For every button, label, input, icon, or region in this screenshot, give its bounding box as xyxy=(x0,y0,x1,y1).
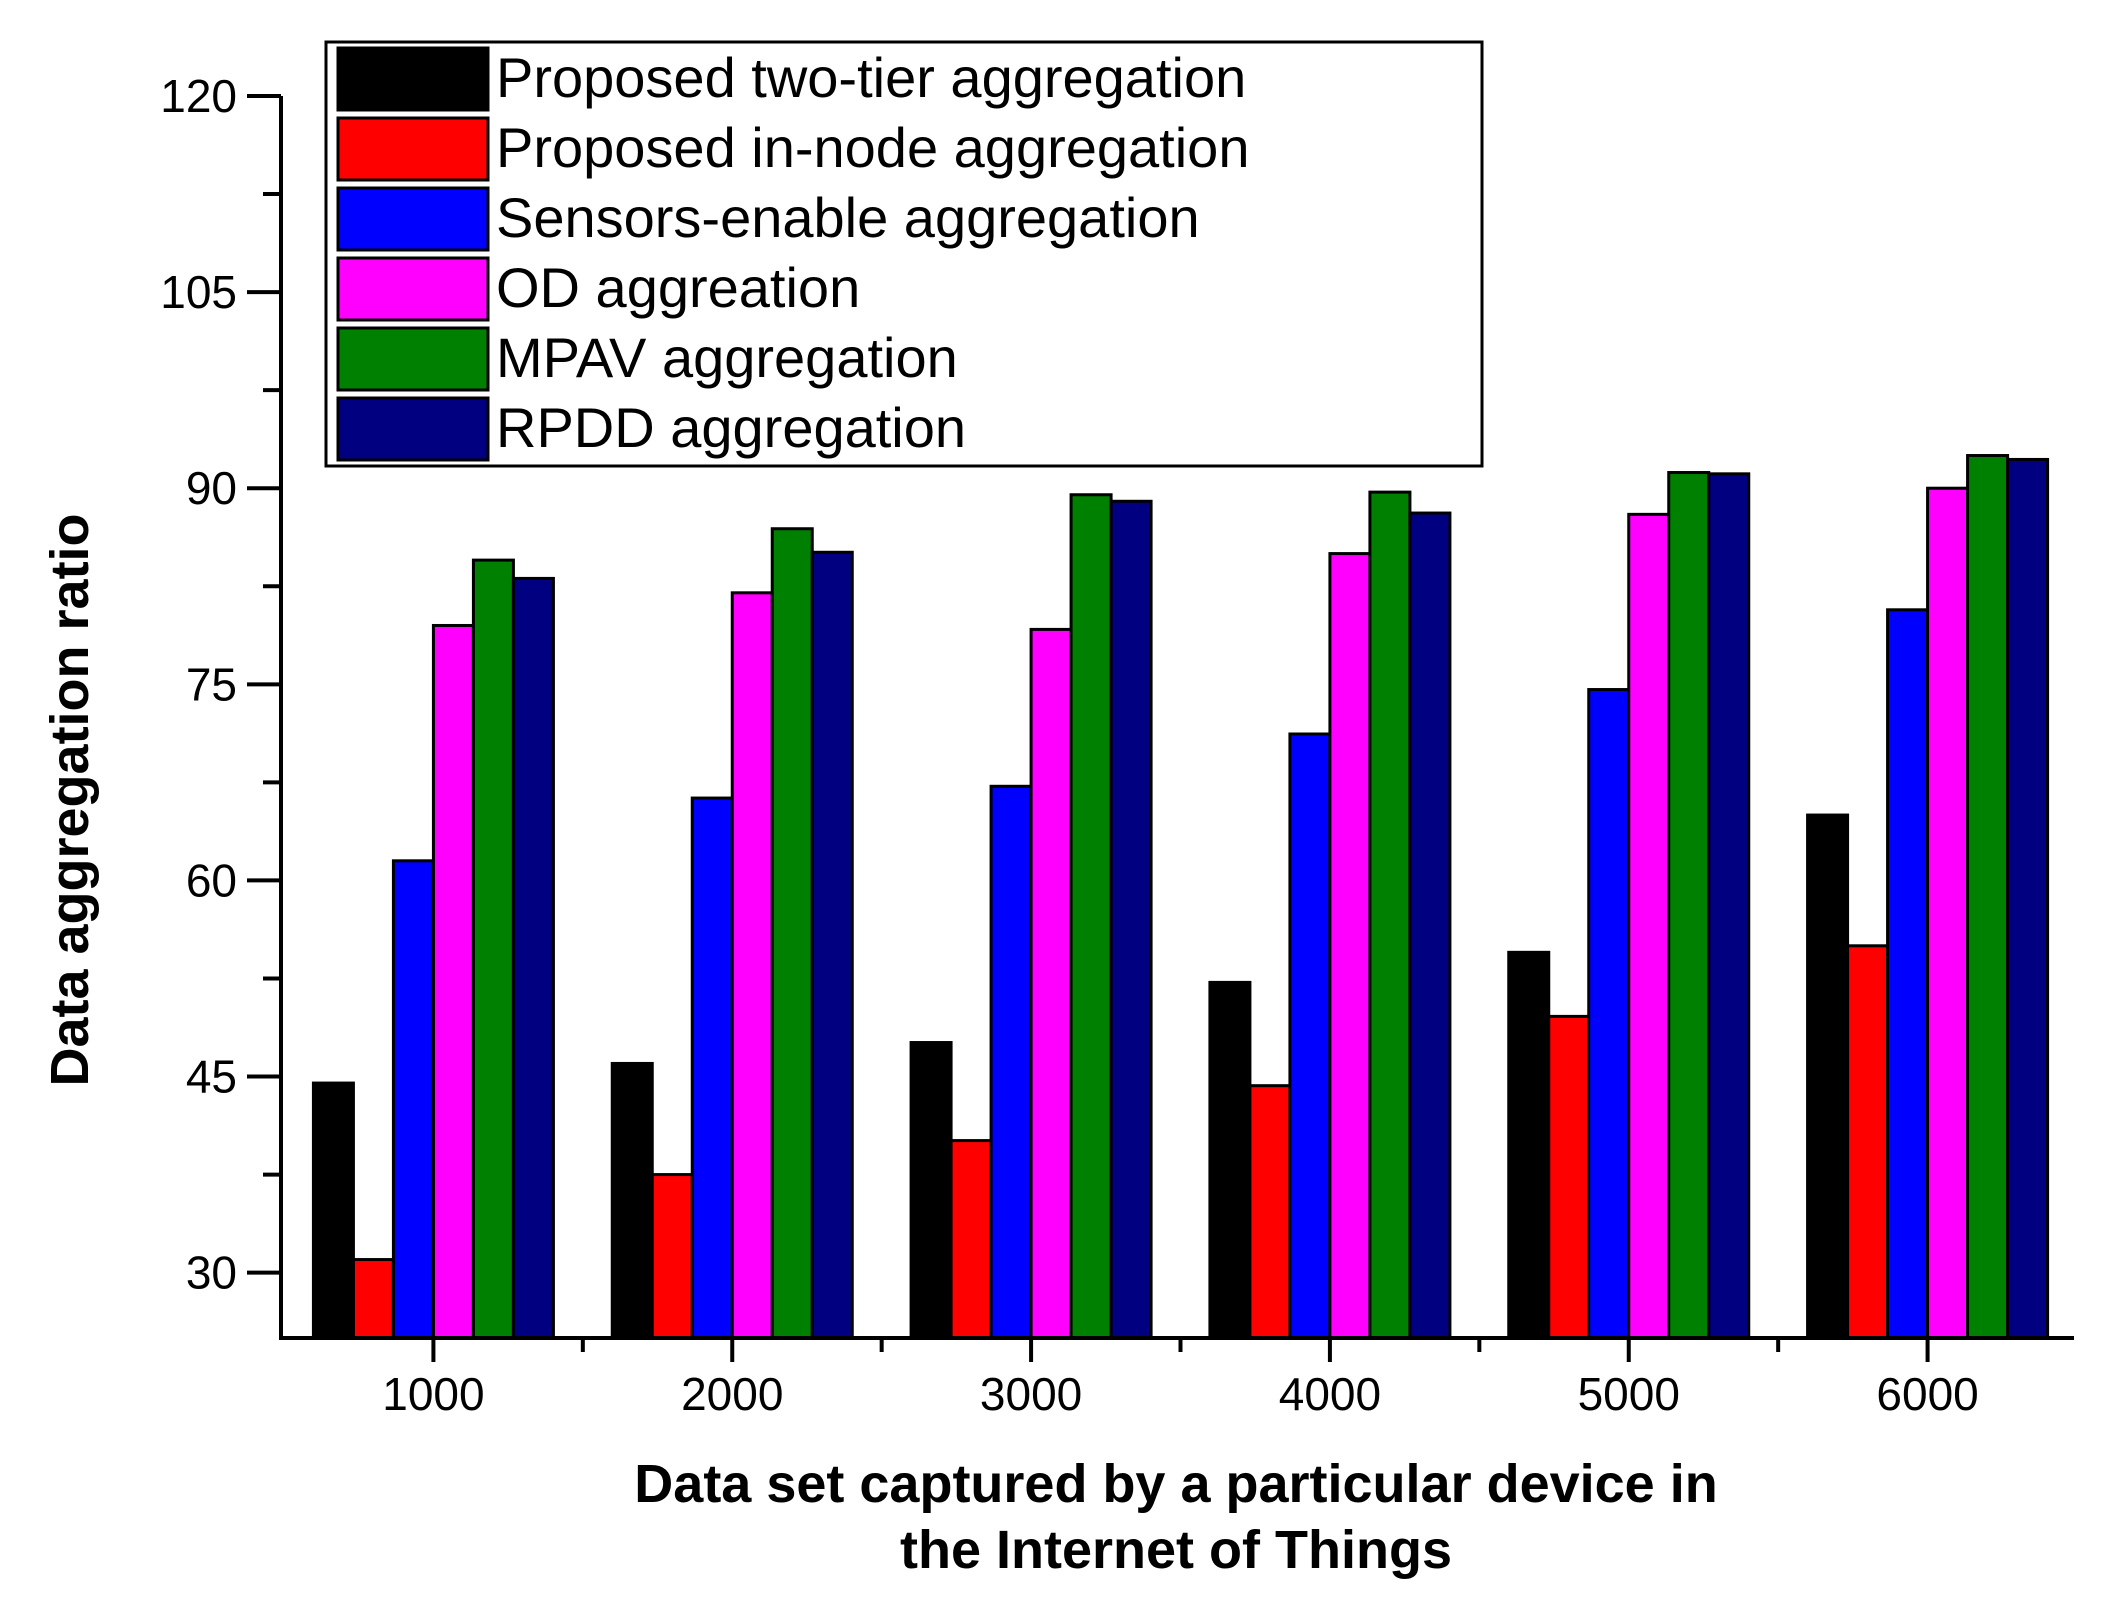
y-tick-label-90: 90 xyxy=(186,462,237,514)
bar-6000-series-6 xyxy=(2006,457,2050,1340)
legend-swatch-1 xyxy=(336,46,490,112)
x-tick-label-5000: 5000 xyxy=(1578,1368,1680,1420)
bar-6000-series-2 xyxy=(1846,944,1890,1340)
bar-5000-series-5 xyxy=(1667,471,1711,1340)
bar-2000-series-5 xyxy=(770,527,814,1340)
bar-5000-series-1 xyxy=(1507,950,1551,1340)
bar-6000-series-4 xyxy=(1926,486,1970,1340)
legend-box xyxy=(324,40,1484,468)
y-tick-label-30: 30 xyxy=(186,1247,237,1299)
bar-6000-series-5 xyxy=(1966,454,2010,1340)
bar-3000-series-6 xyxy=(1109,499,1153,1340)
legend-label-6: RPDD aggregation xyxy=(496,396,966,459)
legend-label-2: Proposed in-node aggregation xyxy=(496,116,1249,179)
y-tick-label-45: 45 xyxy=(186,1051,237,1103)
bar-2000-series-3 xyxy=(690,796,734,1340)
x-tick-label-6000: 6000 xyxy=(1876,1368,1978,1420)
y-tick-label-60: 60 xyxy=(186,854,237,906)
legend-swatch-3 xyxy=(336,186,490,252)
bar-6000-series-3 xyxy=(1886,608,1930,1340)
bar-1000-series-2 xyxy=(351,1258,395,1340)
bar-3000-series-3 xyxy=(989,784,1033,1340)
bar-2000-series-6 xyxy=(810,550,854,1340)
bar-1000-series-1 xyxy=(311,1081,355,1340)
x-tick-label-1000: 1000 xyxy=(382,1368,484,1420)
bar-6000-series-1 xyxy=(1806,813,1850,1340)
bar-5000-series-4 xyxy=(1627,512,1671,1340)
legend-swatch-5 xyxy=(336,326,490,392)
bar-3000-series-4 xyxy=(1029,627,1073,1340)
bar-5000-series-3 xyxy=(1587,688,1631,1340)
bar-2000-series-2 xyxy=(650,1173,694,1340)
bar-3000-series-5 xyxy=(1069,493,1113,1340)
bar-2000-series-1 xyxy=(610,1061,654,1340)
bar-3000-series-1 xyxy=(909,1041,953,1340)
bar-3000-series-2 xyxy=(949,1139,993,1340)
x-tick-label-4000: 4000 xyxy=(1279,1368,1381,1420)
legend-swatch-6 xyxy=(336,396,490,462)
bar-4000-series-6 xyxy=(1408,511,1452,1340)
legend-swatch-2 xyxy=(336,116,490,182)
bar-4000-series-3 xyxy=(1288,732,1332,1340)
bar-1000-series-5 xyxy=(471,558,515,1340)
bar-1000-series-6 xyxy=(511,576,555,1340)
bar-5000-series-2 xyxy=(1547,1014,1591,1340)
legend-label-1: Proposed two-tier aggregation xyxy=(496,46,1246,109)
x-axis-title-line2: the Internet of Things xyxy=(900,1520,1452,1580)
bar-4000-series-5 xyxy=(1368,490,1412,1340)
x-tick-label-3000: 3000 xyxy=(980,1368,1082,1420)
bar-4000-series-2 xyxy=(1248,1084,1292,1340)
legend-label-4: OD aggreation xyxy=(496,256,860,319)
y-tick-label-75: 75 xyxy=(186,658,237,710)
bar-1000-series-3 xyxy=(391,859,435,1340)
legend-label-3: Sensors-enable aggregation xyxy=(496,186,1200,249)
legend-label-5: MPAV aggregation xyxy=(496,326,958,389)
x-tick-label-2000: 2000 xyxy=(681,1368,783,1420)
legend-swatch-4 xyxy=(336,256,490,322)
axes-group: 30 45 60 75 90 105 120 1000 2000 3000 4000 5000 6000 xyxy=(160,70,2074,1420)
bar-4000-series-1 xyxy=(1208,980,1252,1340)
bar-1000-series-4 xyxy=(431,623,475,1340)
x-axis-title-line1: Data set captured by a particular device… xyxy=(634,1454,1717,1514)
y-tick-label-105: 105 xyxy=(160,266,237,318)
bar-4000-series-4 xyxy=(1328,552,1372,1340)
bar-5000-series-6 xyxy=(1707,472,1751,1340)
bars-group xyxy=(311,454,2050,1340)
legend: Proposed two-tier aggregation Proposed in… xyxy=(324,40,1484,468)
y-axis-title: Data aggregation ratio xyxy=(40,513,100,1086)
bar-2000-series-4 xyxy=(730,591,774,1340)
y-tick-label-120: 120 xyxy=(160,70,237,122)
